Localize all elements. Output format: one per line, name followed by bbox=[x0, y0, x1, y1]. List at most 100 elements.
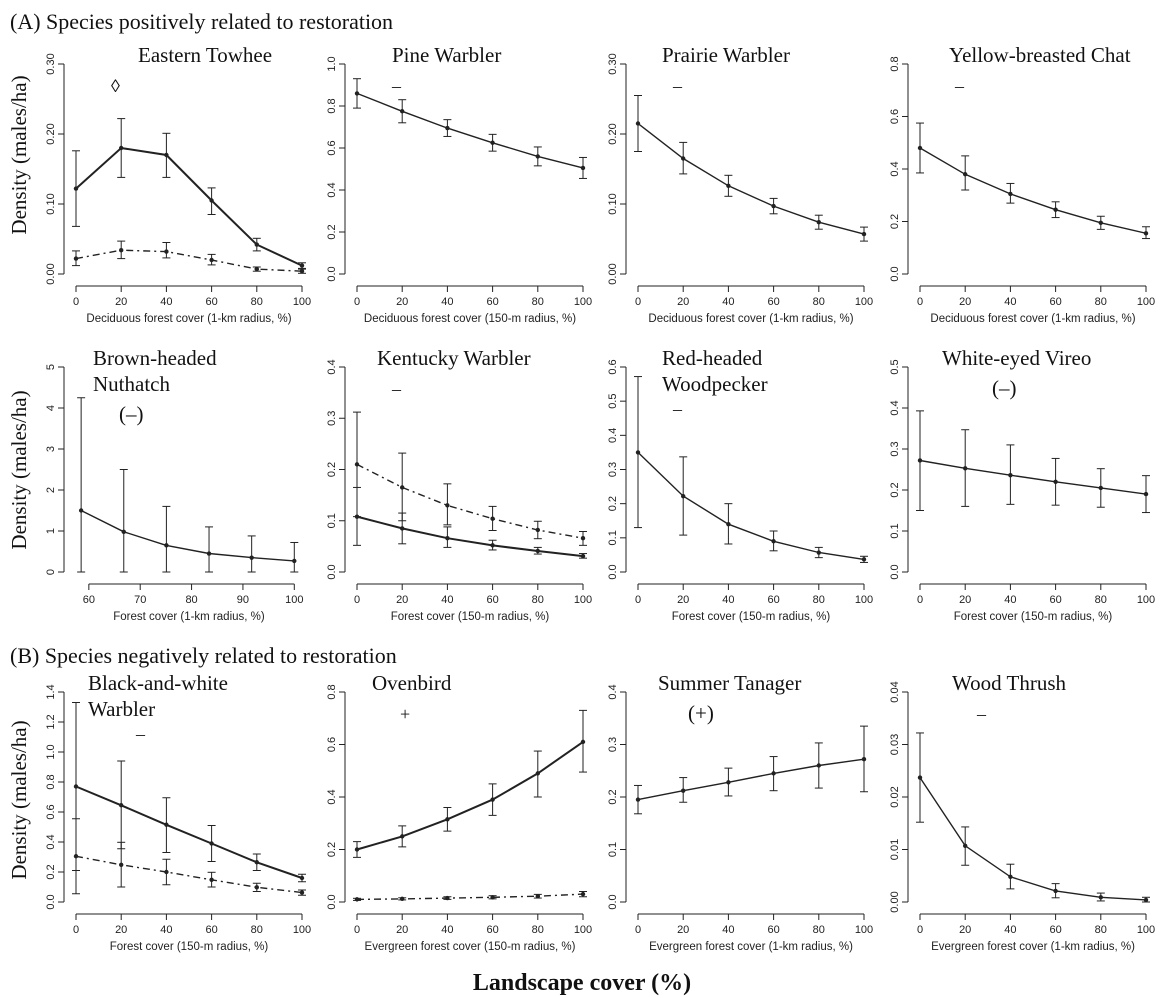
panel-6-series-1-point-4 bbox=[490, 543, 495, 548]
panel-7-title-line-1: Red-headed bbox=[662, 346, 763, 370]
panel-6-x-tick-label-3: 60 bbox=[486, 594, 498, 606]
panel-6-series-2-point-4 bbox=[490, 516, 495, 521]
panel-3-x-tick-label-2: 40 bbox=[722, 296, 734, 308]
panel-7-title-line-2: Woodpecker bbox=[662, 372, 768, 396]
panel-10-series-1-point-5 bbox=[535, 771, 540, 776]
panel-12-x-tick-label-0: 0 bbox=[917, 924, 923, 936]
panel-10-y-tick-label-2: 0.4 bbox=[326, 789, 338, 804]
panel-5-title-line-2: Nuthatch bbox=[93, 372, 170, 396]
panel-11-y-tick-label-3: 0.3 bbox=[607, 737, 619, 752]
panel-9-series-2-point-3 bbox=[164, 869, 169, 875]
panel-4-x-tick-label-1: 20 bbox=[959, 296, 971, 308]
panel-10-y-tick-label-0: 0.0 bbox=[326, 894, 338, 909]
panel-7-x-tick-label-0: 0 bbox=[635, 594, 641, 606]
panel-10-x-tick-label-2: 40 bbox=[441, 924, 453, 936]
panel-4-y-tick-label-1: 0.2 bbox=[889, 214, 901, 229]
panel-6-series-1 bbox=[353, 486, 587, 559]
panel-5-xlabel: Forest cover (1-km radius, %) bbox=[113, 611, 265, 623]
panel-7-y-tick-label-1: 0.1 bbox=[607, 530, 619, 545]
panel-10-series-1-point-4 bbox=[490, 797, 495, 802]
panel-3-series-1-point-2 bbox=[681, 156, 686, 161]
panel-10-series-2-point-5 bbox=[535, 894, 540, 899]
panel-1: 0 20 40 60 80 100 0.00 0.10 0.20 0.30 Deciduous fo… bbox=[45, 43, 311, 325]
panel-2-y-tick-label-1: 0.2 bbox=[326, 224, 338, 239]
panel-2-series-1-point-3 bbox=[445, 125, 450, 131]
panel-11-series-1-point-4 bbox=[771, 771, 776, 776]
panel-1-symbol: ◊ bbox=[111, 76, 120, 96]
panel-10-series-1-point-3 bbox=[445, 817, 450, 822]
panel-5-series-1-point-4 bbox=[206, 551, 212, 556]
panel-5-x-tick-label-3: 90 bbox=[237, 594, 249, 606]
panel-8-x-tick-label-4: 80 bbox=[1095, 594, 1107, 606]
panel-1-series-2-point-4 bbox=[209, 257, 214, 263]
panel-12-y-tick-label-1: 0.01 bbox=[889, 839, 901, 860]
panel-3-y-tick-label-2: 0.20 bbox=[607, 123, 619, 144]
panel-5: 60 70 80 90 100 0 1 2 3 4 5 Forest cover (1-km radi… bbox=[45, 346, 303, 623]
panel-5-y-tick-label-3: 3 bbox=[45, 446, 57, 452]
panel-8-x-tick-label-1: 20 bbox=[959, 594, 971, 606]
panel-1-x-tick-label-3: 60 bbox=[205, 296, 217, 308]
panel-3-series-1-line bbox=[637, 122, 865, 235]
panel-8-series-1-point-6 bbox=[1143, 491, 1149, 497]
panel-3-series-1-point-5 bbox=[816, 220, 821, 225]
panel-9-y-tick-label-6: 1.2 bbox=[45, 714, 57, 729]
panel-5-series-1-point-1 bbox=[78, 508, 84, 513]
panel-2-series-1 bbox=[353, 78, 587, 179]
panel-10-x-tick-label-1: 20 bbox=[396, 924, 408, 936]
panel-5-y-tick-label-4: 4 bbox=[45, 405, 57, 411]
panel-1-y-tick-label-1: 0.10 bbox=[45, 193, 57, 214]
panel-2-y-tick-label-4: 0.8 bbox=[326, 98, 338, 113]
panel-5-x-tick-label-1: 70 bbox=[134, 594, 146, 606]
panel-9-x-tick-label-4: 80 bbox=[251, 924, 263, 936]
panel-3-series-1-point-3 bbox=[726, 183, 731, 188]
panel-2-series-1-point-2 bbox=[400, 109, 405, 114]
panel-4-series-1-point-3 bbox=[1008, 191, 1013, 197]
panel-8-x-tick-label-2: 40 bbox=[1004, 594, 1016, 606]
panel-6-series-2-point-1 bbox=[354, 462, 360, 467]
panel-9-series-1-point-2 bbox=[119, 803, 124, 808]
panel-9-series-1-point-4 bbox=[209, 841, 214, 846]
panel-2-series-1-line bbox=[356, 92, 584, 169]
panel-10-series-2-point-3 bbox=[445, 895, 450, 901]
panel-7-y-tick-label-3: 0.3 bbox=[607, 462, 619, 477]
panel-1-series-2-point-2 bbox=[119, 248, 124, 253]
panel-3-x-tick-label-5: 100 bbox=[855, 296, 873, 308]
panel-6-series-1-point-5 bbox=[535, 548, 540, 554]
panel-12-x-tick-label-3: 60 bbox=[1049, 924, 1061, 936]
panel-6-series-1-point-2 bbox=[400, 526, 405, 531]
panel-4-y-tick-label-0: 0.0 bbox=[889, 266, 901, 281]
panel-1-series-2-point-3 bbox=[164, 249, 169, 254]
panel-1-y-tick-label-0: 0.00 bbox=[45, 263, 57, 284]
panel-1-x-tick-label-1: 20 bbox=[115, 296, 127, 308]
panel-6-series-2-point-5 bbox=[535, 527, 540, 533]
panel-2-y-tick-label-2: 0.4 bbox=[326, 182, 338, 197]
panel-9-series-1-line bbox=[75, 785, 303, 879]
panel-9-series-2 bbox=[72, 818, 306, 896]
panel-6-series-1-point-6 bbox=[580, 553, 586, 559]
panel-1-series-1-point-6 bbox=[299, 263, 305, 268]
panel-12-x-tick-label-2: 40 bbox=[1004, 924, 1016, 936]
row-1-ylabel: Density (males/ha) bbox=[7, 75, 31, 234]
panel-3-x-tick-label-1: 20 bbox=[677, 296, 689, 308]
panel-11-x-tick-label-3: 60 bbox=[767, 924, 779, 936]
panel-10-series-1-point-1 bbox=[354, 847, 360, 852]
panel-7-series-1-point-5 bbox=[816, 550, 821, 555]
panel-3-y-tick-label-0: 0.00 bbox=[607, 263, 619, 284]
panel-12-series-1-point-4 bbox=[1053, 888, 1058, 894]
panel-2-series-1-point-4 bbox=[490, 140, 495, 145]
panel-5-y-tick-label-0: 0 bbox=[45, 569, 57, 575]
panel-8-series-1-point-3 bbox=[1008, 473, 1013, 478]
panel-4-y-tick-label-2: 0.4 bbox=[889, 161, 901, 176]
panel-8-series-1-point-5 bbox=[1098, 485, 1104, 491]
panel-5-series-1-point-3 bbox=[164, 543, 169, 548]
panel-2-series-1-point-5 bbox=[535, 154, 540, 159]
panel-10-series-2-point-2 bbox=[400, 896, 405, 902]
panel-12-series-1-point-5 bbox=[1098, 895, 1104, 900]
panel-6-series-2 bbox=[353, 411, 587, 546]
panel-9-y-tick-label-3: 0.6 bbox=[45, 804, 57, 819]
panel-12-y-tick-label-4: 0.04 bbox=[889, 681, 901, 702]
panel-4-x-tick-label-0: 0 bbox=[917, 296, 923, 308]
panel-4-y-tick-label-4: 0.8 bbox=[889, 56, 901, 71]
panel-10-series-1 bbox=[353, 709, 587, 858]
